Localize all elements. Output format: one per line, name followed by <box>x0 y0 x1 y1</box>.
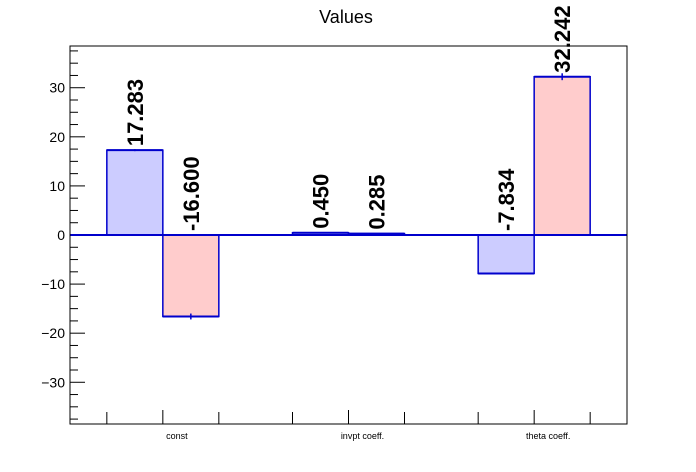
y-tick-label: 20 <box>49 129 65 145</box>
y-tick-label: −20 <box>41 325 65 341</box>
category-label: invpt coeff. <box>341 431 384 441</box>
category-label: const <box>166 431 188 441</box>
y-tick-label: −30 <box>41 374 65 390</box>
chart-title: Values <box>319 7 373 27</box>
data-label: -7.834 <box>494 168 519 231</box>
category-label: theta coeff. <box>526 431 570 441</box>
y-tick-label: 0 <box>57 227 65 243</box>
y-tick-label: −10 <box>41 276 65 292</box>
data-label: 17.283 <box>123 79 148 146</box>
bar <box>477 234 535 275</box>
data-label: -16.600 <box>179 156 204 231</box>
data-label: 0.450 <box>309 174 334 229</box>
plot-frame <box>69 45 628 425</box>
data-label: 32.242 <box>550 5 575 72</box>
data-label: 0.285 <box>365 175 390 230</box>
bar <box>162 234 220 318</box>
bar <box>106 149 164 236</box>
bar <box>533 75 591 236</box>
y-tick-label: 10 <box>49 178 65 194</box>
y-tick-label: 30 <box>49 80 65 96</box>
